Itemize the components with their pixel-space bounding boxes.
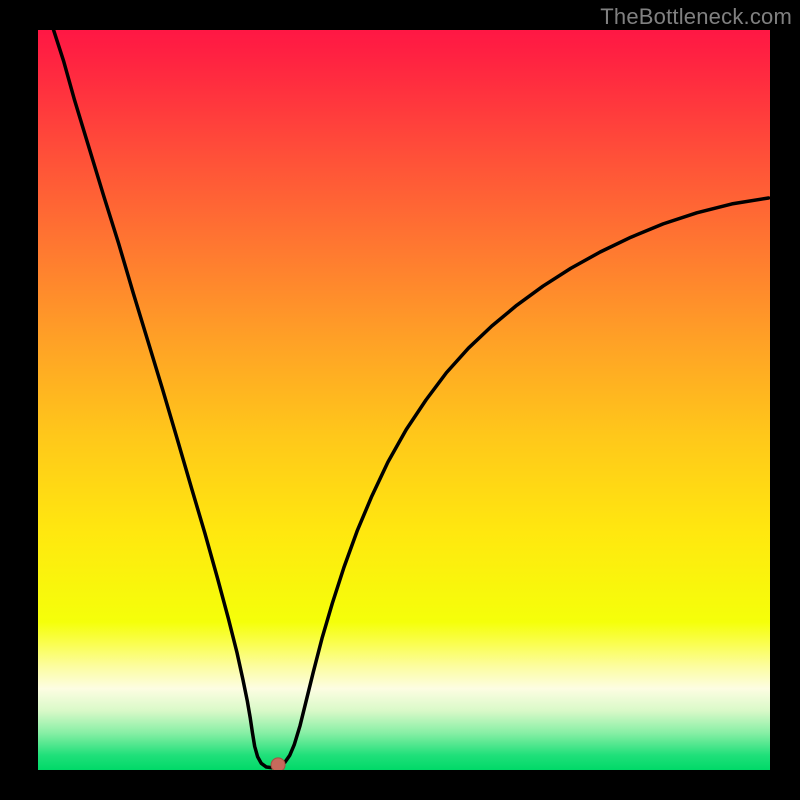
watermark-text: TheBottleneck.com (600, 4, 792, 30)
plot-area (38, 30, 770, 770)
plot-svg (38, 30, 770, 770)
figure-viewport: TheBottleneck.com (0, 0, 800, 800)
gradient-background (38, 30, 770, 770)
optimal-point-marker (271, 758, 285, 770)
